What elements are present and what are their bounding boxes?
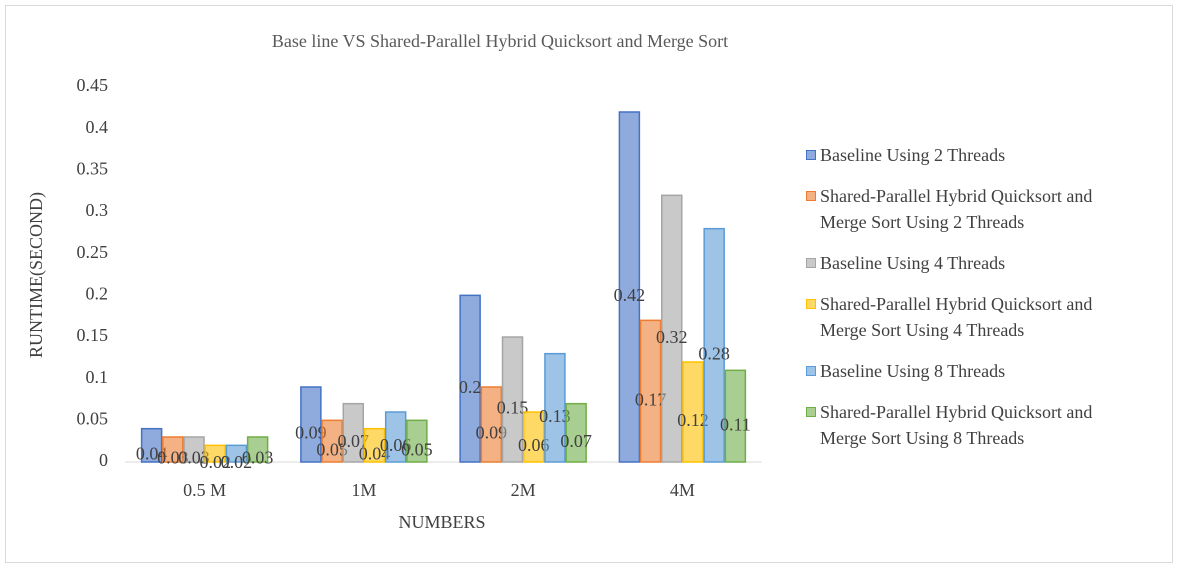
legend: Baseline Using 2 Threads Shared-Parallel … bbox=[806, 142, 1151, 466]
y-tick-label: 0.4 bbox=[86, 117, 109, 137]
data-label: 0.06 bbox=[518, 435, 550, 455]
legend-item: Baseline Using 2 Threads bbox=[806, 142, 1151, 168]
bar bbox=[639, 319, 662, 463]
legend-label: Shared-Parallel Hybrid Quicksort and Mer… bbox=[820, 402, 1093, 448]
legend-label: Shared-Parallel Hybrid Quicksort and Mer… bbox=[820, 294, 1093, 340]
bar bbox=[703, 227, 725, 463]
x-tick-label: 2M bbox=[511, 480, 536, 500]
y-tick-label: 0.05 bbox=[77, 408, 109, 428]
data-label: 0.2 bbox=[459, 377, 482, 397]
bar bbox=[661, 194, 683, 463]
x-tick-label: 0.5 M bbox=[183, 480, 226, 500]
legend-swatch bbox=[806, 258, 816, 268]
bar bbox=[342, 402, 365, 463]
data-label: 0.07 bbox=[338, 431, 370, 451]
legend-item: Baseline Using 4 Threads bbox=[806, 250, 1151, 276]
data-label: 0.05 bbox=[401, 439, 433, 459]
data-label: 0.03 bbox=[242, 448, 274, 468]
bar bbox=[183, 436, 205, 463]
data-label: 0.05 bbox=[316, 439, 348, 459]
bar bbox=[480, 386, 503, 463]
data-label: 0.28 bbox=[698, 343, 730, 363]
data-label: 0.13 bbox=[539, 406, 571, 426]
y-tick-label: 0.1 bbox=[86, 367, 109, 387]
legend-item: Baseline Using 8 Threads bbox=[806, 358, 1151, 384]
legend-label: Baseline Using 4 Threads bbox=[820, 253, 1006, 273]
data-label: 0.09 bbox=[476, 423, 508, 443]
bar bbox=[682, 361, 704, 463]
bar bbox=[246, 436, 269, 463]
x-tick-label: 1M bbox=[351, 480, 376, 500]
bar bbox=[501, 336, 524, 463]
bar bbox=[300, 386, 322, 463]
data-label: 0.12 bbox=[677, 410, 709, 430]
legend-swatch bbox=[806, 191, 816, 201]
bar bbox=[406, 419, 428, 463]
legend-swatch bbox=[806, 407, 816, 417]
y-tick-label: 0.15 bbox=[77, 325, 109, 345]
data-label: 0.17 bbox=[635, 389, 667, 409]
legend-item: Shared-Parallel Hybrid Quicksort and Mer… bbox=[806, 291, 1151, 343]
bar bbox=[544, 352, 566, 463]
bar bbox=[363, 427, 386, 463]
data-label: 0.02 bbox=[199, 452, 231, 472]
data-label: 0.06 bbox=[380, 435, 412, 455]
legend-label: Baseline Using 2 Threads bbox=[820, 145, 1006, 165]
y-tick-label: 0.2 bbox=[86, 283, 109, 303]
data-label: 0.04 bbox=[136, 443, 168, 463]
legend-label: Baseline Using 8 Threads bbox=[820, 361, 1006, 381]
data-label: 0.03 bbox=[178, 448, 210, 468]
y-tick-label: 0.35 bbox=[77, 158, 109, 178]
bar bbox=[384, 411, 407, 463]
y-axis-title: RUNTIME(SECOND) bbox=[26, 192, 47, 358]
bar bbox=[618, 111, 641, 463]
y-tick-label: 0.25 bbox=[77, 242, 109, 262]
bar bbox=[162, 436, 184, 463]
bar bbox=[225, 444, 248, 463]
legend-item: Shared-Parallel Hybrid Quicksort and Mer… bbox=[806, 183, 1151, 235]
data-label: 0.32 bbox=[656, 327, 688, 347]
legend-label: Shared-Parallel Hybrid Quicksort and Mer… bbox=[820, 186, 1093, 232]
bar bbox=[459, 294, 481, 463]
legend-item: Shared-Parallel Hybrid Quicksort and Mer… bbox=[806, 399, 1151, 451]
data-label: 0.42 bbox=[614, 285, 646, 305]
bar bbox=[522, 411, 545, 463]
y-tick-label: 0.3 bbox=[86, 200, 109, 220]
data-label: 0.04 bbox=[359, 443, 391, 463]
legend-swatch bbox=[806, 150, 816, 160]
chart-border bbox=[5, 5, 1173, 563]
data-label: 0.02 bbox=[221, 452, 253, 472]
x-tick-label: 4M bbox=[670, 480, 695, 500]
x-axis-title: NUMBERS bbox=[398, 512, 485, 532]
bar bbox=[140, 427, 163, 463]
bar bbox=[565, 402, 587, 463]
data-label: 0.07 bbox=[560, 431, 592, 451]
y-tick-label: 0 bbox=[99, 450, 108, 470]
bar bbox=[724, 369, 747, 463]
chart-title: Base line VS Shared-Parallel Hybrid Quic… bbox=[272, 31, 728, 51]
y-tick-label: 0.45 bbox=[77, 75, 109, 95]
data-label: 0.09 bbox=[295, 423, 327, 443]
bar bbox=[321, 419, 343, 463]
data-label: 0.15 bbox=[497, 398, 529, 418]
bar bbox=[204, 444, 226, 463]
data-label: 0.03 bbox=[157, 448, 189, 468]
data-label: 0.11 bbox=[720, 414, 751, 434]
legend-swatch bbox=[806, 299, 816, 309]
legend-swatch bbox=[806, 366, 816, 376]
